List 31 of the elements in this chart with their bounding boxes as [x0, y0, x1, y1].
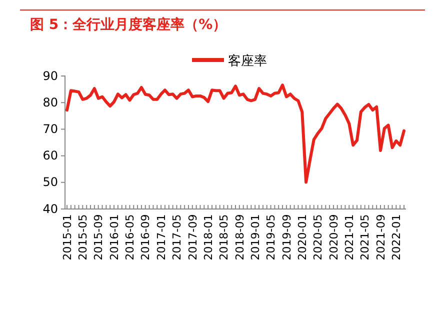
legend-label: 客座率 — [228, 53, 267, 69]
x-tick-label: 2016-05 — [124, 214, 137, 260]
x-tick-label: 2020-09 — [327, 214, 340, 260]
x-tick-label: 2018-05 — [218, 214, 231, 260]
chart-title: 图 5：全行业月度客座率（%） — [30, 16, 227, 33]
x-tick-label: 2018-09 — [233, 214, 246, 260]
x-tick-label: 2016-01 — [108, 214, 121, 260]
x-tick-label: 2021-05 — [358, 214, 372, 260]
y-tick-label: 90 — [42, 68, 58, 83]
line-series — [66, 84, 406, 184]
x-tick-label: 2020-01 — [296, 214, 309, 260]
y-tick-label: 80 — [42, 95, 58, 110]
x-tick-label: 2017-09 — [186, 214, 200, 260]
y-tick-label: 40 — [42, 202, 58, 216]
x-tick-label: 2019-05 — [264, 214, 278, 260]
x-tick-label: 2021-01 — [342, 214, 356, 260]
y-tick-label: 60 — [42, 148, 58, 163]
x-tick-label: 2016-09 — [139, 214, 152, 260]
x-tick-label: 2015-05 — [76, 214, 90, 260]
x-tick-label: 2019-09 — [280, 214, 294, 260]
x-tick-label: 2021-09 — [374, 214, 388, 260]
x-tick-label: 2019-01 — [248, 214, 262, 260]
x-tick-label: 2017-05 — [170, 214, 184, 260]
x-tick-label: 2020-05 — [312, 214, 325, 260]
x-tick-label: 2018-01 — [202, 214, 215, 260]
y-tick-label: 70 — [42, 122, 58, 136]
x-tick-label: 2017-01 — [154, 214, 168, 260]
y-tick-label: 50 — [42, 175, 58, 190]
x-tick-label: 2015-01 — [60, 214, 74, 260]
x-tick-label: 2022-01 — [390, 214, 404, 260]
x-tick-label: 2015-09 — [92, 214, 106, 260]
